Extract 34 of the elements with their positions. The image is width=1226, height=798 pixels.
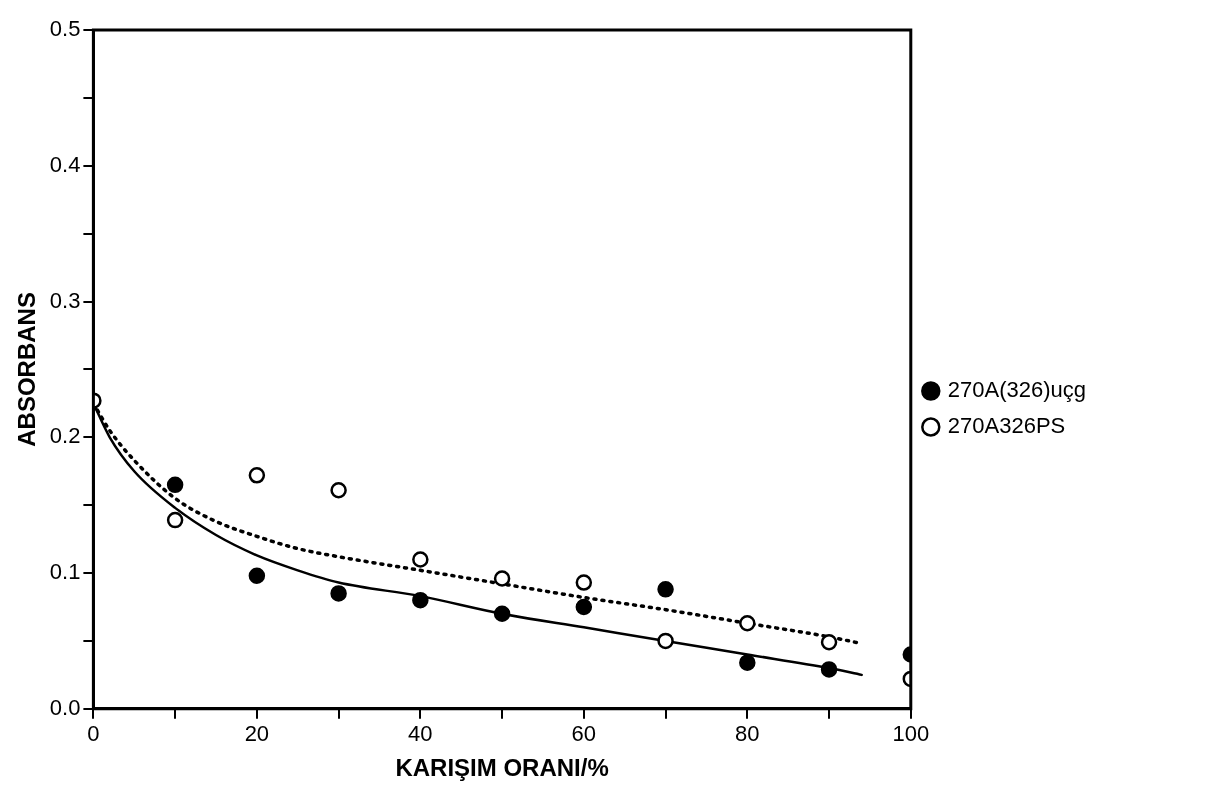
point: [820, 634, 838, 651]
x-tick-label: 100: [892, 721, 930, 747]
point: [493, 570, 511, 587]
x-axis-title: KARIŞIM ORANI/%: [395, 754, 609, 782]
x-tick-label: 0: [87, 721, 100, 747]
point: [330, 585, 347, 602]
point: [739, 654, 756, 671]
point: [412, 551, 429, 568]
y-tick-label: 0.1: [49, 559, 81, 585]
point: [248, 567, 266, 585]
x-tick-label: 60: [571, 721, 597, 747]
point: [575, 574, 593, 591]
legend-label: 270A326PS: [947, 413, 1066, 439]
point: [575, 598, 593, 616]
point: [166, 476, 184, 494]
y-tick-label: 0.5: [49, 16, 81, 42]
point: [166, 511, 184, 529]
x-tick-label: 80: [735, 721, 760, 747]
point: [820, 661, 838, 678]
point: [657, 632, 674, 650]
point: [739, 615, 756, 632]
x-tick-label: 40: [408, 721, 433, 747]
x-tick-label: 20: [244, 721, 270, 747]
point: [330, 481, 347, 499]
y-tick-label: 0.4: [49, 151, 81, 177]
point: [248, 467, 266, 484]
y-tick-label: 0.3: [49, 287, 81, 313]
point: [493, 605, 511, 623]
legend-label: 270A(326)uçg: [947, 377, 1087, 403]
y-tick-label: 0.0: [49, 694, 81, 720]
y-tick-label: 0.2: [49, 423, 81, 449]
point: [412, 591, 429, 609]
y-axis-title: ABSORBANS: [13, 292, 41, 447]
point: [657, 581, 674, 598]
